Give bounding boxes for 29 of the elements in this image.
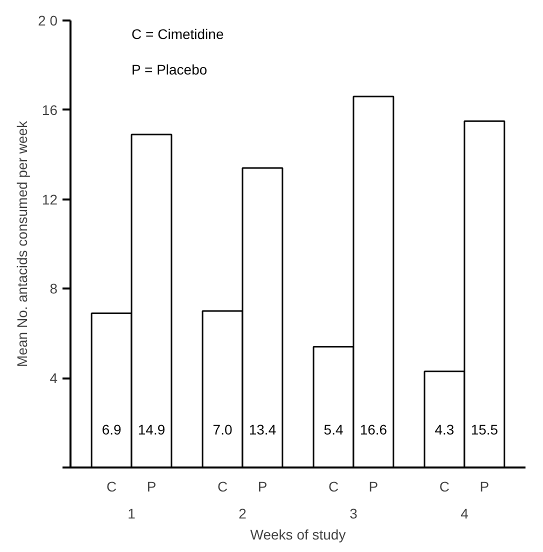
y-tick-label: 16: [42, 102, 58, 118]
x-tick-label: 2: [238, 506, 247, 522]
text: C: [328, 478, 339, 494]
data-label: 6.9: [102, 422, 122, 438]
annotation: C = Cimetidine: [132, 26, 224, 42]
data-label: 16.6: [360, 422, 388, 438]
text: P: [368, 478, 378, 494]
series-label: C: [106, 478, 117, 494]
data-label: 15.5: [470, 422, 498, 438]
x-tick-label: 4: [460, 506, 469, 522]
x-axis-title: Weeks of study: [250, 526, 346, 542]
series-label: P: [146, 478, 156, 494]
text: P: [258, 478, 268, 494]
text: C: [439, 478, 450, 494]
y-axis-title: Mean No. antacids consumed per week: [14, 120, 30, 367]
data-label: 13.4: [248, 422, 276, 438]
y-tick-label: 12: [42, 191, 58, 208]
annotation: P = Placebo: [132, 62, 208, 78]
text: P: [480, 478, 490, 494]
y-tick-label: 4: [50, 370, 58, 386]
data-label: 14.9: [138, 422, 166, 438]
data-label: 7.0: [212, 422, 232, 438]
text: C: [217, 478, 228, 494]
y-tick-label: 8: [50, 280, 58, 297]
x-tick-label: 1: [128, 506, 136, 522]
y-tick-label: 2 0: [38, 12, 58, 28]
data-label: 5.4: [324, 422, 344, 438]
data-label: 4.3: [434, 422, 454, 438]
x-tick-label: 3: [350, 506, 358, 522]
